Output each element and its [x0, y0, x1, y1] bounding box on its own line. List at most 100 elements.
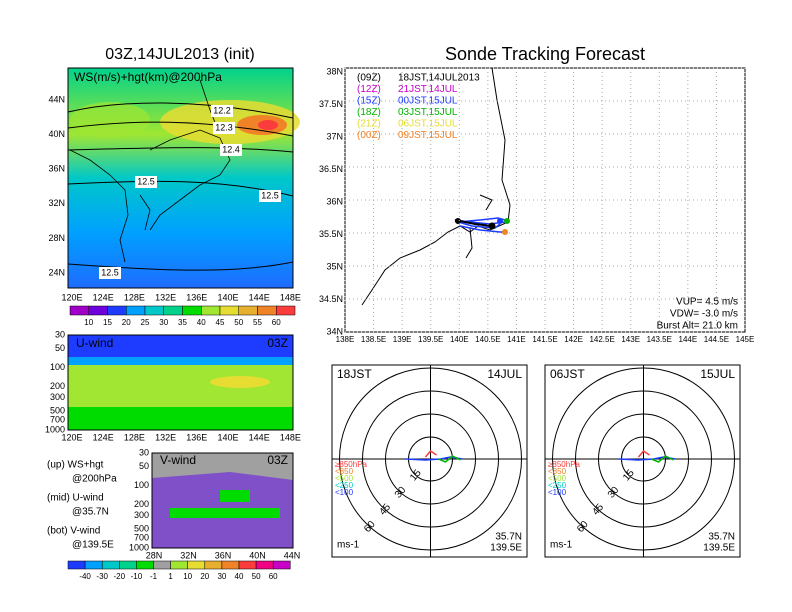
lon-label: 128E [124, 432, 145, 442]
legend-label: 21JST,14JUL [398, 84, 458, 95]
colorbar-label: 10 [183, 572, 192, 581]
colorbar-box [88, 305, 108, 316]
lon-label: 140E [450, 335, 469, 344]
colorbar-label: 60 [269, 572, 278, 581]
jet-core [258, 120, 278, 130]
legend-text: (bot) V-wind [47, 526, 100, 537]
pressure-label: 200 [50, 381, 65, 391]
lat-label: 40N [249, 550, 266, 560]
coastline [361, 67, 511, 306]
lat-label: 40N [48, 129, 65, 139]
lat-label: 28N [146, 550, 163, 560]
lon-label: 136E [186, 292, 207, 302]
level-label: ≥850hPa [548, 460, 581, 469]
lat-label: 35N [326, 261, 343, 271]
lon-label: 128E [124, 292, 145, 302]
map-label: WS(m/s)+hgt(km)@200hPa [74, 70, 222, 84]
title: Sonde Tracking Forecast [445, 44, 645, 64]
legend-label: 18JST,14JUL2013 [398, 73, 480, 84]
lon-label: 120E [61, 432, 82, 442]
colorbar-box [69, 305, 89, 316]
contour-label: 12.5 [101, 267, 119, 277]
colorbar-label: 50 [234, 318, 243, 327]
lon-label: 139.5E [418, 335, 443, 344]
colorbar-box [238, 305, 258, 316]
colorbar-label: 40 [197, 318, 206, 327]
legend-time: (00Z) [357, 130, 381, 141]
lon-label: 141E [507, 335, 526, 344]
colorbar-box [221, 560, 240, 570]
colorbar-box [126, 305, 146, 316]
colorbar-label: 1 [168, 572, 173, 581]
legend-text: @200hPa [72, 474, 117, 485]
lon-label: 124E [93, 432, 114, 442]
lon-label: 140E [217, 432, 238, 442]
hodograph [438, 455, 461, 463]
colorbar-box [119, 560, 137, 570]
lon-label: 144E [249, 292, 270, 302]
field-patch [70, 102, 150, 138]
level-label: <250 [548, 481, 567, 490]
legend-text: (mid) U-wind [47, 493, 104, 504]
colorbar-box [276, 305, 296, 316]
colorbar-box [255, 560, 274, 570]
contour-label-bg [99, 267, 121, 279]
colorbar-box [153, 560, 171, 570]
pressure-label: 100 [50, 362, 65, 372]
colorbar-box [272, 560, 291, 570]
pressure-label: 30 [139, 447, 149, 457]
lon-label: 142E [564, 335, 583, 344]
pressure-label: 500 [134, 524, 149, 534]
lon-label: 144E [679, 335, 698, 344]
legend-time: (12Z) [357, 84, 381, 95]
lon-label: 148E [280, 432, 301, 442]
lon-label: 145E [736, 335, 755, 344]
colorbar-label: -10 [131, 572, 143, 581]
frame [67, 67, 294, 289]
colorbar-box [238, 560, 257, 570]
colorbar-box [101, 560, 120, 570]
legend-text: (up) WS+hgt [47, 460, 104, 471]
colorbar-label: 45 [216, 318, 225, 327]
contour-label-bg [211, 105, 233, 117]
colorbar-label: 60 [272, 318, 281, 327]
landing [504, 218, 510, 224]
pressure-label: 1000 [45, 424, 65, 434]
pressure-label: 300 [50, 392, 65, 402]
polar-unit: ms-1 [550, 540, 573, 551]
colorbar-box [182, 305, 202, 316]
pressure-label: 50 [55, 343, 65, 353]
colorbar-label: 30 [159, 318, 168, 327]
contour-label: 12.2 [213, 105, 231, 115]
colorbar-box [204, 560, 223, 570]
pressure-label: 100 [134, 480, 149, 490]
colorbar-label: 10 [84, 318, 93, 327]
panel-time: 03Z [267, 453, 288, 467]
lon-label: 140.5E [475, 335, 500, 344]
colorbar-box [257, 305, 277, 316]
colorbar-label: 50 [252, 572, 261, 581]
level-label: <850 [335, 467, 354, 476]
u-field [68, 335, 293, 357]
contour-label: 12.5 [261, 190, 279, 200]
contour-label-bg [213, 122, 235, 134]
polar-date: 15JUL [700, 367, 735, 381]
param: VUP= 4.5 m/s [676, 297, 738, 308]
pressure-label: 1000 [129, 542, 149, 552]
lon-label: 143.5E [647, 335, 672, 344]
legend-time: (21Z) [357, 119, 381, 130]
lon-label: 124E [93, 292, 114, 302]
frame [151, 452, 294, 549]
launch [455, 218, 461, 224]
level-label: <250 [335, 481, 354, 490]
lat-label: 37.5N [319, 99, 343, 109]
v-field [170, 508, 280, 518]
hodograph [651, 455, 674, 463]
pressure-label: 700 [134, 533, 149, 543]
hodograph [424, 450, 437, 458]
colorbar-box [163, 305, 183, 316]
legend-time: (18Z) [357, 107, 381, 118]
u-field [68, 357, 293, 365]
legend-text: @139.5E [72, 540, 114, 551]
